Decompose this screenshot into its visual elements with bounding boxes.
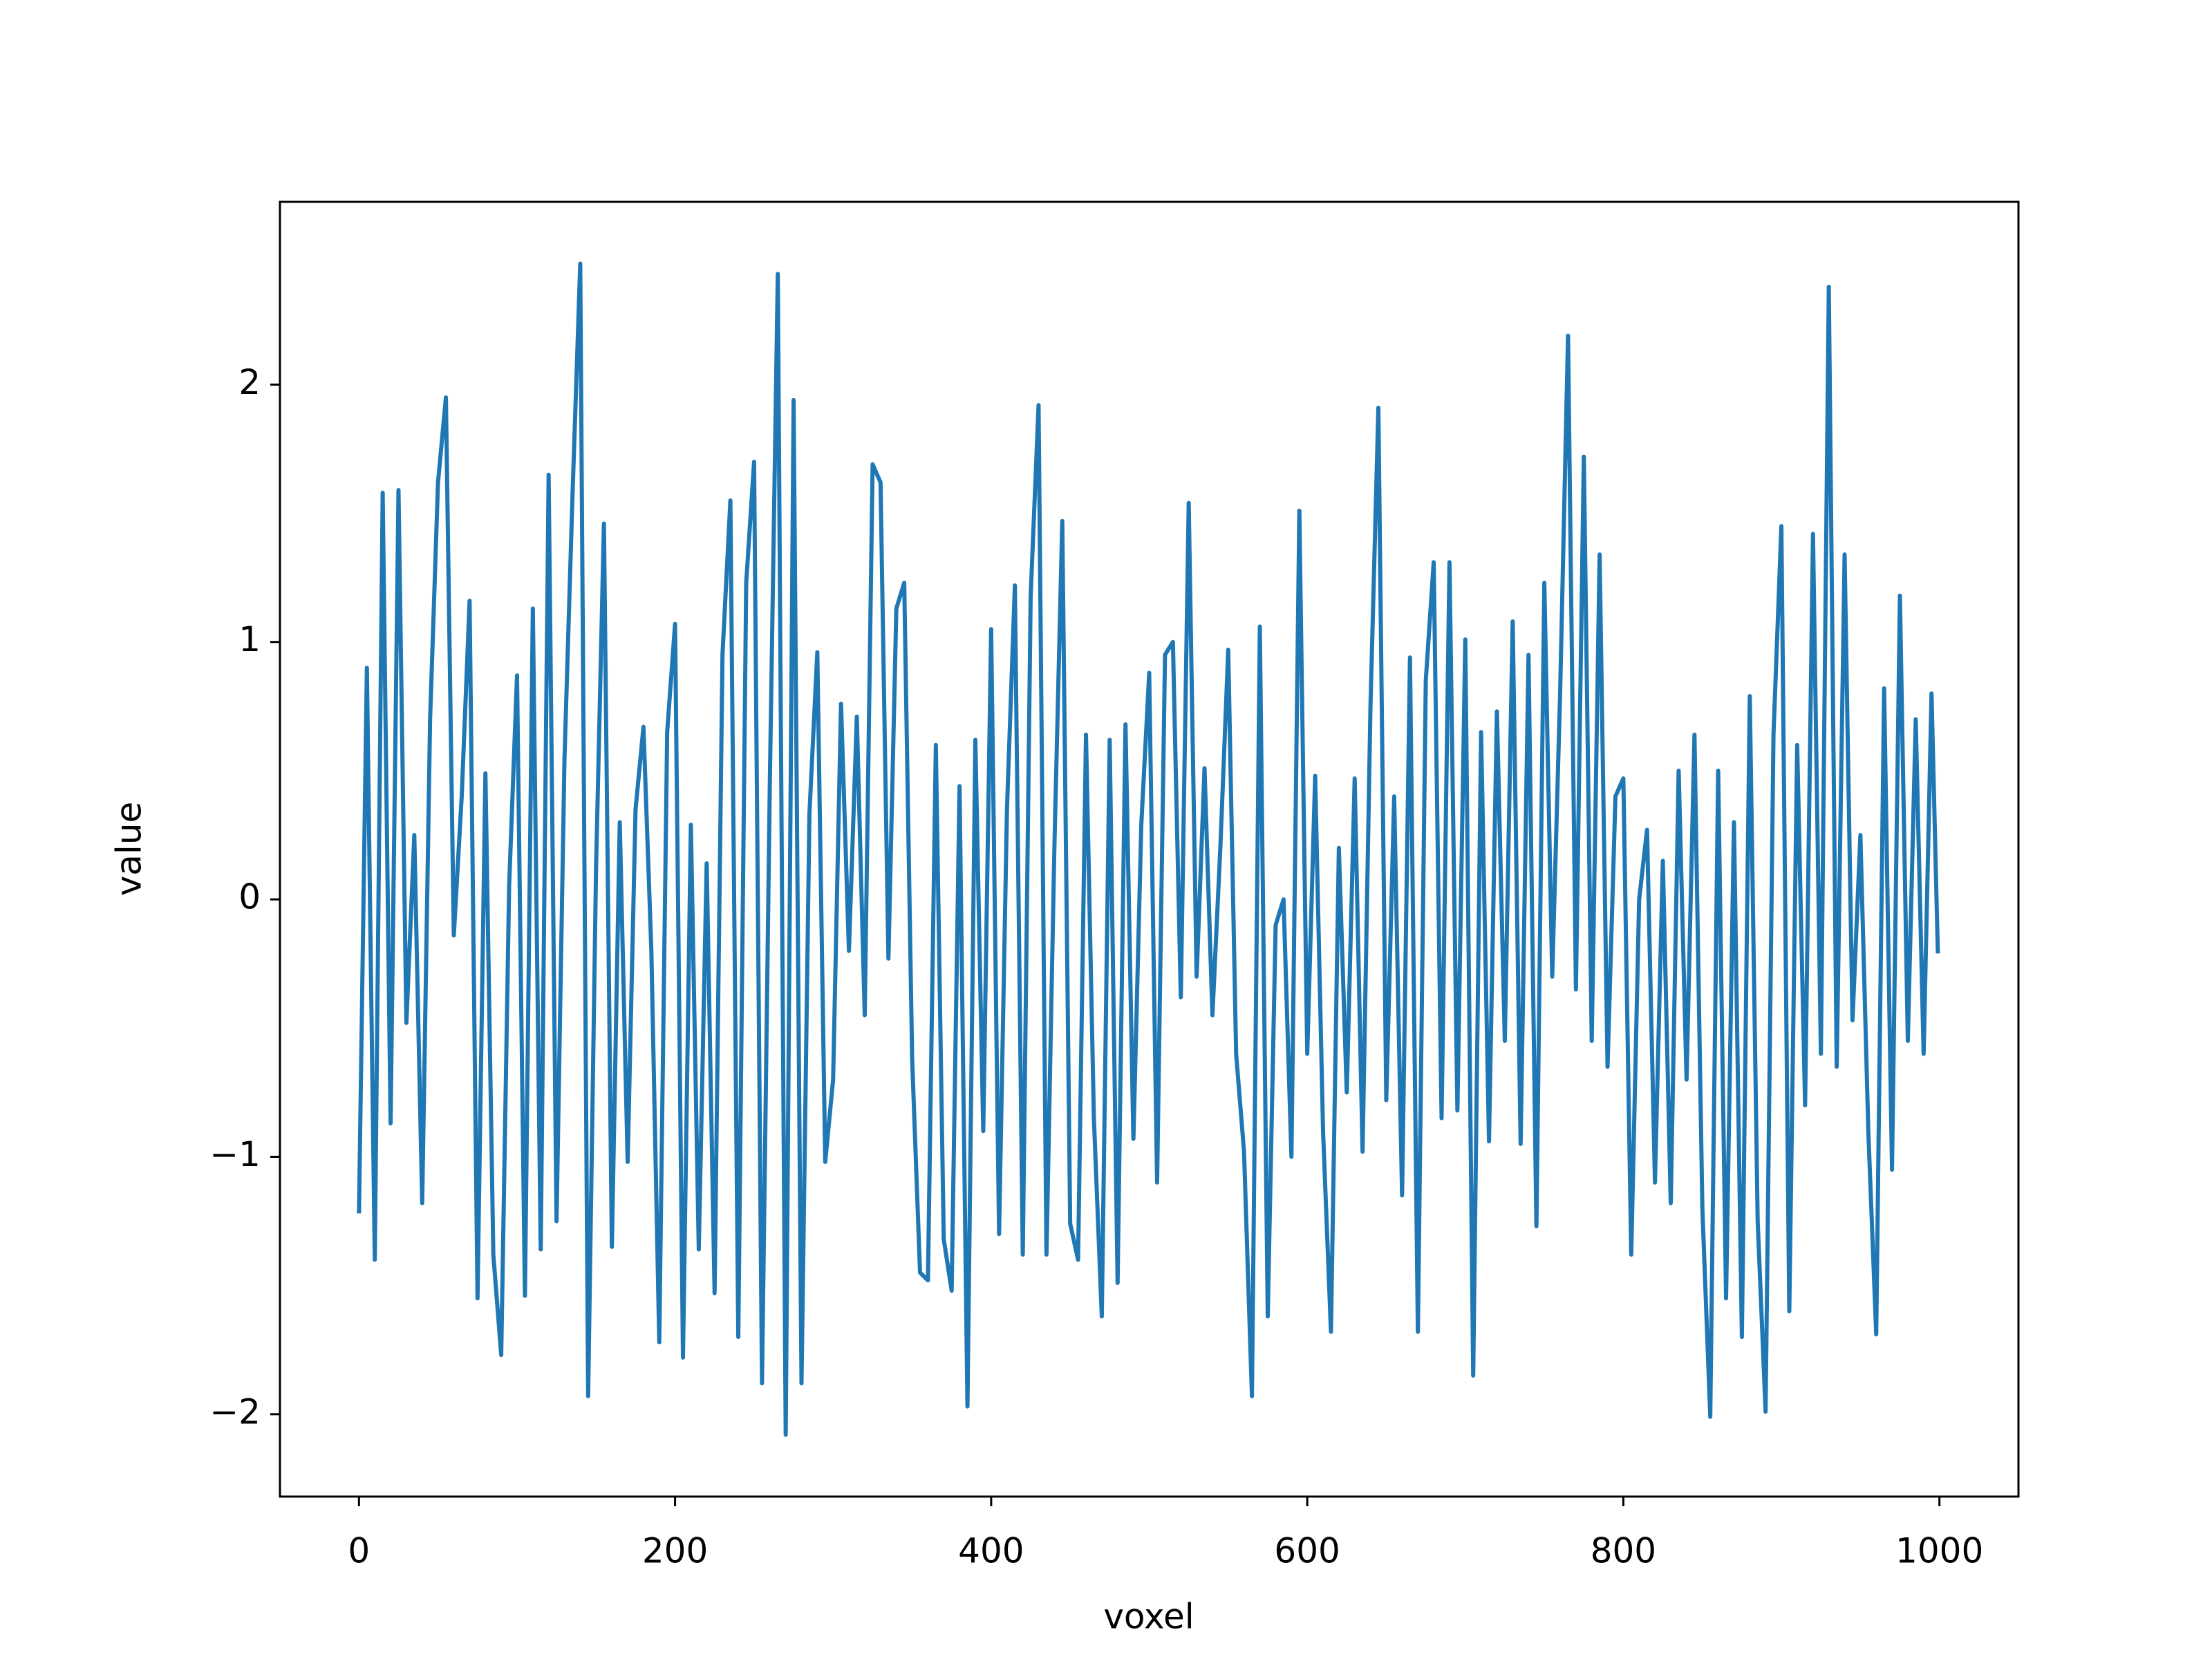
x-tick-label: 0 (348, 1531, 370, 1571)
y-tick-label: −2 (209, 1391, 261, 1432)
y-axis-label: value (109, 802, 149, 897)
y-tick-label: 1 (238, 619, 261, 659)
x-axis-label: voxel (1103, 1597, 1194, 1637)
y-tick-label: 0 (238, 877, 261, 917)
y-tick-label: −1 (209, 1134, 261, 1174)
x-tick-label: 200 (642, 1531, 708, 1571)
x-tick-label: 400 (958, 1531, 1024, 1571)
data-line (357, 261, 1940, 1437)
x-tick-label: 1000 (1895, 1531, 1983, 1571)
plot-frame (279, 200, 2020, 1498)
y-tick-label: 2 (238, 362, 261, 402)
x-tick-label: 800 (1591, 1531, 1656, 1571)
x-tick-label: 600 (1274, 1531, 1340, 1571)
